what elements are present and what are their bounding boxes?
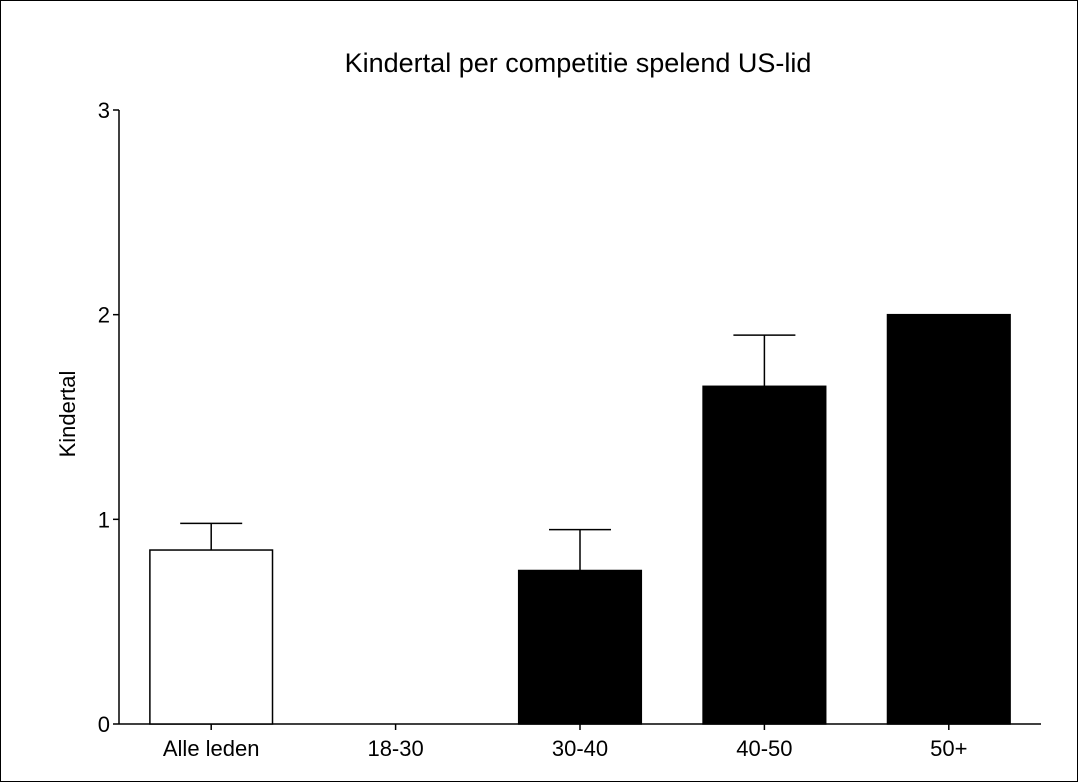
bar bbox=[702, 385, 827, 725]
x-tick-label: 30-40 bbox=[552, 736, 608, 761]
y-tick-label: 0 bbox=[98, 712, 110, 737]
x-tick-label: Alle leden bbox=[163, 736, 260, 761]
y-axis-label: Kindertal bbox=[55, 371, 80, 458]
y-tick-label: 1 bbox=[98, 507, 110, 532]
x-tick-label: 50+ bbox=[930, 736, 967, 761]
x-tick-label: 18-30 bbox=[367, 736, 423, 761]
y-tick-label: 2 bbox=[98, 303, 110, 328]
tick-labels: 0 1 2 3 Alle leden 18-30 30-40 40-50 50+ bbox=[98, 98, 968, 761]
bar bbox=[149, 549, 274, 725]
x-tick-label: 40-50 bbox=[736, 736, 792, 761]
y-tick-label: 3 bbox=[98, 98, 110, 123]
bar bbox=[517, 569, 643, 725]
bars bbox=[149, 313, 1011, 725]
bar bbox=[886, 313, 1011, 725]
error-bars bbox=[180, 334, 796, 571]
chart-title: Kindertal per competitie spelend US-lid bbox=[345, 48, 812, 78]
